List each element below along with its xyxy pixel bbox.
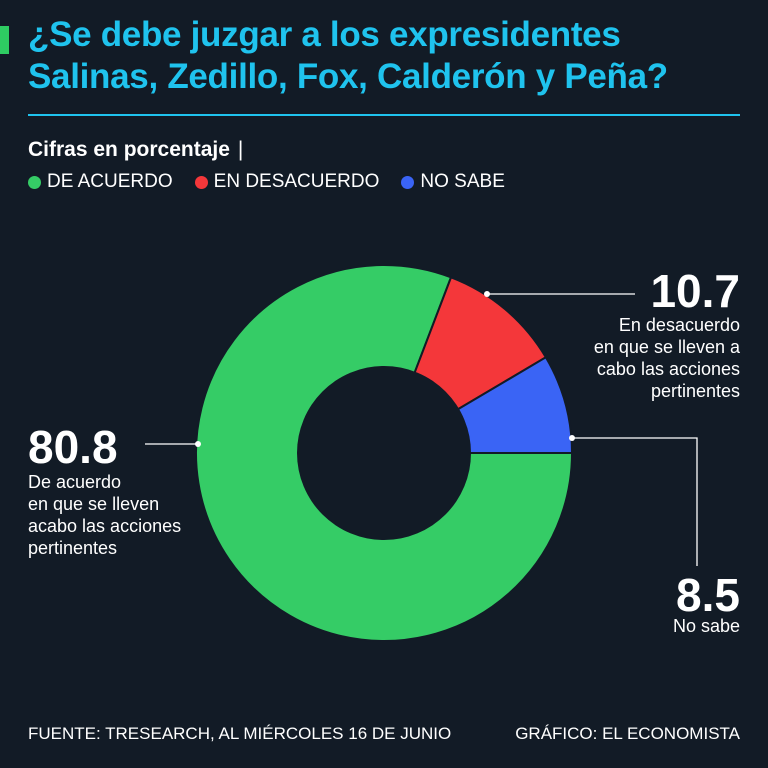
chart-subtitle: Cifras en porcentaje | [28,138,243,162]
subtitle-separator: | [237,138,244,161]
legend-item-de-acuerdo: DE ACUERDO [28,171,173,193]
description-line: acabo las acciones [28,516,182,536]
value-label-no-sabe: 8.5 [676,569,740,621]
legend-item-no-sabe: NO SABE [401,171,505,193]
description-line: pertinentes [28,538,118,558]
source-note: FUENTE: TRESEARCH, AL MIÉRCOLES 16 DE JU… [28,724,452,743]
credit-note: GRÁFICO: EL ECONOMISTA [515,724,740,743]
chart-legend: DE ACUERDO EN DESACUERDO NO SABE [28,171,505,193]
title-accent-bar [0,26,9,54]
description-line: cabo las acciones [596,359,740,379]
donut-hole [297,366,471,540]
legend-item-en-desacuerdo: EN DESACUERDO [194,171,380,193]
subtitle-text: Cifras en porcentaje [28,138,230,161]
leader-dot-de-acuerdo [195,441,201,447]
description-en-desacuerdo: En desacuerdo en que se lleven a cabo la… [594,314,740,402]
chart-title: ¿Se debe juzgar a los expresidentes Sali… [28,15,668,96]
leader-lines [145,293,698,566]
description-line: No sabe [672,616,740,636]
title-divider [28,114,740,116]
description-line: pertinentes [650,381,740,401]
leader-line-no-sabe [572,437,698,566]
legend-label-de-acuerdo: DE ACUERDO [47,171,173,192]
description-line: En desacuerdo [618,315,740,335]
legend-dot-de-acuerdo [28,175,41,189]
legend-label-no-sabe: NO SABE [420,171,505,192]
description-no-sabe: No sabe [673,615,740,637]
legend-dot-no-sabe [401,175,415,189]
leader-dots [195,291,575,447]
value-label-de-acuerdo: 80.8 [28,421,118,473]
description-line: De acuerdo [28,472,122,492]
value-label-en-desacuerdo: 10.7 [650,265,740,317]
legend-dot-en-desacuerdo [194,175,208,189]
leader-dot-en-desacuerdo [484,291,490,297]
description-line: en que se lleven a [593,337,740,357]
description-line: en que se lleven [28,494,160,514]
legend-label-en-desacuerdo: EN DESACUERDO [213,171,380,192]
leader-dot-no-sabe [569,435,575,441]
description-de-acuerdo: De acuerdo en que se lleven acabo las ac… [28,471,181,559]
